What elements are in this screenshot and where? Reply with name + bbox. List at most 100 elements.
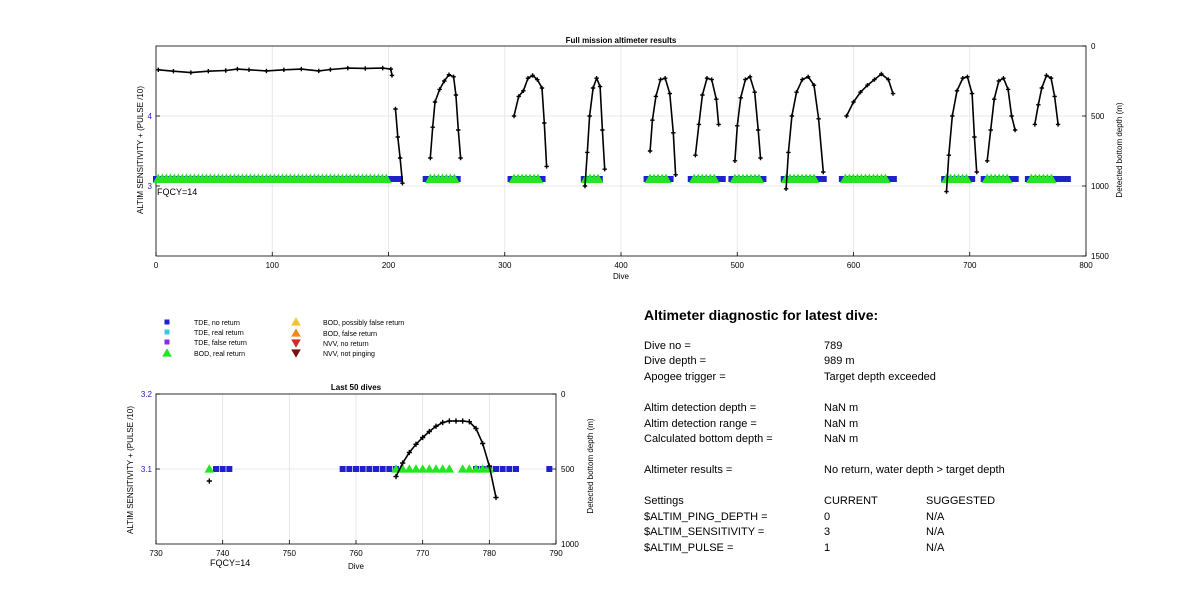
bottom-depth-point — [446, 418, 452, 424]
pulse-suggested: N/A — [926, 542, 945, 554]
bottom-depth-point — [671, 130, 676, 135]
bottom-depth-point — [988, 127, 993, 133]
bottom-depth-line — [584, 75, 606, 187]
bottom-depth-point — [400, 181, 405, 186]
tde-no-return-marker — [373, 466, 379, 472]
bottom-depth-point — [800, 77, 805, 82]
bottom-depth-point — [299, 66, 304, 72]
legend-label: NVV, not pinging — [323, 351, 375, 358]
bottom-depth-point — [1044, 73, 1049, 78]
bottom-depth-point — [530, 73, 535, 78]
tde-no-return-marker — [393, 466, 399, 472]
bottom-depth-point — [395, 134, 400, 140]
y-right-tick-label: 0 — [1091, 42, 1096, 51]
bottom-depth-line — [785, 75, 825, 189]
bottom-depth-point — [1012, 127, 1018, 133]
ping-depth-current: 0 — [824, 511, 831, 523]
bottom-depth-point — [984, 158, 990, 163]
last50-plot-frame — [155, 393, 557, 545]
legend-triangle-up-icon — [291, 317, 301, 326]
x-tick-label: 500 — [731, 261, 745, 270]
last50-grid — [155, 393, 557, 544]
tde-no-return-marker — [715, 176, 722, 182]
bottom-depth-point — [264, 68, 269, 74]
tde-no-return-marker — [397, 176, 403, 182]
bottom-depth-point — [811, 83, 817, 88]
legend-item: BOD, real return — [162, 348, 245, 358]
bottom-depth-point — [747, 74, 753, 79]
bottom-depth-point — [946, 153, 952, 158]
bottom-depth-point — [388, 66, 394, 72]
bod-real-return-marker — [961, 173, 972, 184]
bottom-depth-point — [647, 148, 653, 154]
last50-fqcy-annotation: FQCY=14 — [210, 558, 250, 568]
y-left-tick-label: 4 — [148, 112, 153, 121]
legend-triangle-up-icon — [162, 348, 172, 357]
bottom-depth-point — [456, 127, 461, 133]
main-ticks: 0 100 200 300 400 500 600 700 800 3 4 0 500 1000 1500 — [148, 42, 1110, 270]
apogee-trigger-value: Target depth exceeded — [824, 371, 936, 383]
altimeter-results-value: No return, water depth > target depth — [824, 464, 1005, 476]
bod-real-return-marker — [417, 464, 428, 473]
bottom-depth-point — [743, 77, 748, 82]
bottom-depth-line — [394, 108, 404, 184]
bottom-depth-point — [493, 494, 499, 501]
tde-no-return-marker — [353, 466, 359, 472]
bottom-depth-point — [816, 116, 821, 121]
x-tick-label: 0 — [154, 261, 159, 270]
altim-detection-range-value: NaN m — [824, 418, 859, 430]
legend-label: TDE, real return — [194, 330, 244, 337]
bottom-depth-point — [704, 76, 710, 81]
bod-real-return-marker — [532, 173, 544, 184]
tde-no-return-marker — [473, 466, 479, 472]
tde-no-return-marker — [454, 176, 461, 182]
tde-no-return-marker — [969, 176, 976, 182]
bottom-depth-point — [996, 78, 1002, 84]
tde-no-return-marker — [886, 176, 893, 182]
last50-marks — [204, 418, 553, 501]
bottom-depth-point — [844, 113, 849, 119]
pulse-label: $ALTIM_PULSE = — [644, 542, 734, 554]
bottom-depth-point — [974, 169, 979, 175]
bottom-depth-point — [363, 66, 368, 71]
bottom-depth-point — [206, 478, 212, 484]
calc-bottom-depth-value: NaN m — [824, 433, 859, 445]
legend-label: TDE, no return — [194, 320, 240, 327]
bod-real-return-marker — [457, 464, 468, 473]
bod-real-return-marker — [437, 464, 448, 473]
bottom-depth-point — [821, 169, 826, 175]
tde-no-return-marker — [366, 466, 373, 472]
tde-no-return-marker — [1024, 176, 1031, 182]
tde-no-return-marker — [1060, 176, 1067, 182]
bottom-depth-point — [466, 419, 472, 425]
bottom-depth-point — [582, 183, 588, 189]
y-right-tick-label: 500 — [561, 465, 575, 474]
bottom-depth-point — [732, 158, 738, 163]
bottom-depth-point — [535, 77, 540, 82]
main-fqcy-annotation: FQCY=14 — [157, 187, 197, 197]
bod-real-return-marker — [448, 173, 460, 184]
y-right-tick-label: 1000 — [561, 540, 579, 549]
bottom-depth-point — [879, 71, 884, 77]
legend-item: NVV, not pinging — [291, 349, 375, 358]
bottom-depth-point — [700, 92, 705, 98]
bottom-depth-point — [673, 172, 678, 177]
tde-no-return-marker — [506, 466, 513, 472]
dive-depth-label: Dive depth = — [644, 355, 707, 367]
bottom-depth-point — [650, 118, 655, 123]
ping-depth-label: $ALTIM_PING_DEPTH = — [644, 511, 768, 523]
bottom-depth-point — [972, 134, 977, 140]
bottom-depth-point — [156, 67, 161, 72]
x-tick-label: 100 — [266, 261, 280, 270]
bottom-depth-point — [440, 419, 446, 426]
legend-label: NVV, no return — [323, 341, 369, 348]
bottom-depth-point — [389, 73, 395, 78]
x-tick-label: 300 — [498, 261, 512, 270]
legend-item: TDE, false return — [164, 339, 247, 347]
legend-label: TDE, false return — [194, 340, 247, 347]
legend-triangle-down-icon — [291, 349, 301, 358]
tde-no-return-marker — [728, 176, 735, 182]
tde-no-return-marker — [359, 466, 366, 472]
bottom-depth-point — [858, 90, 863, 95]
apogee-trigger-label: Apogee trigger = — [644, 371, 726, 383]
